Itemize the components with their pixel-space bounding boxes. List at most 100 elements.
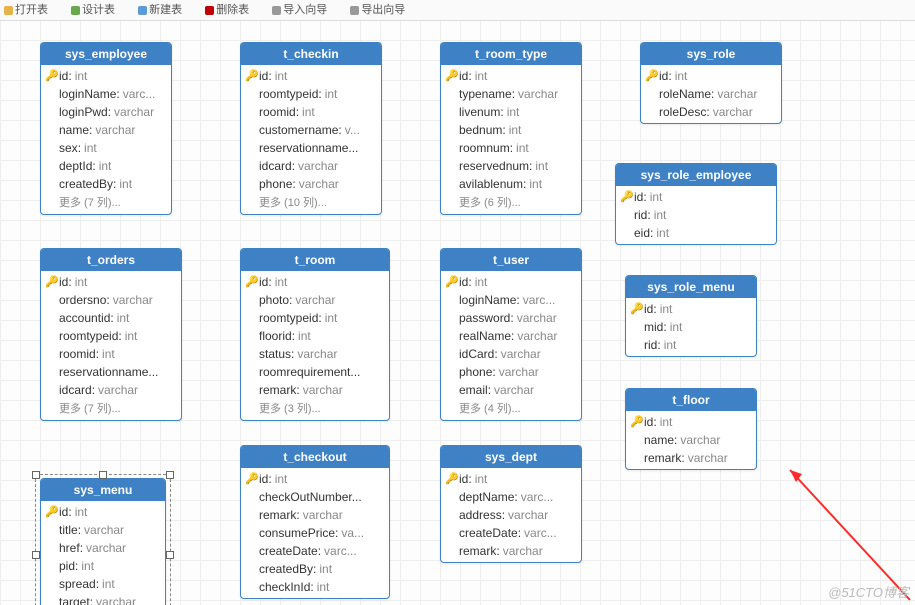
field-row[interactable]: status: varchar [241, 345, 389, 363]
field-row[interactable]: 🔑id: int [441, 67, 581, 85]
field-row[interactable]: email: varchar [441, 381, 581, 399]
table-sys_role_menu[interactable]: sys_role_menu🔑id: intmid: intrid: int [625, 275, 757, 357]
table-header[interactable]: sys_role_menu [626, 276, 756, 298]
table-sys_employee[interactable]: sys_employee 🔑id: intloginName: varc...lo… [40, 42, 172, 215]
field-row[interactable]: password: varchar [441, 309, 581, 327]
field-row[interactable]: 🔑id: int [641, 67, 781, 85]
field-row[interactable]: phone: varchar [441, 363, 581, 381]
field-row[interactable]: phone: varchar [241, 175, 381, 193]
more-fields[interactable]: 更多 (7 列)... [41, 399, 181, 418]
field-row[interactable]: 🔑id: int [241, 273, 389, 291]
field-row[interactable]: remark: varchar [441, 542, 581, 560]
table-t_room[interactable]: t_room🔑id: intphoto: varcharroomtypeid: … [240, 248, 390, 421]
field-row[interactable]: roomtypeid: int [41, 327, 181, 345]
table-t_user[interactable]: t_user🔑id: intloginName: varc...password… [440, 248, 582, 421]
table-header[interactable]: sys_employee [41, 43, 171, 65]
field-row[interactable]: loginPwd: varchar [41, 103, 171, 121]
more-fields[interactable]: 更多 (6 列)... [441, 193, 581, 212]
field-row[interactable]: reservednum: int [441, 157, 581, 175]
field-row[interactable]: ordersno: varchar [41, 291, 181, 309]
table-header[interactable]: t_floor [626, 389, 756, 411]
field-row[interactable]: remark: varchar [241, 381, 389, 399]
table-header[interactable]: t_room_type [441, 43, 581, 65]
field-row[interactable]: sex: int [41, 139, 171, 157]
field-row[interactable]: rid: int [616, 206, 776, 224]
field-row[interactable]: deptId: int [41, 157, 171, 175]
field-row[interactable]: 🔑id: int [626, 413, 756, 431]
more-fields[interactable]: 更多 (7 列)... [41, 193, 171, 212]
field-row[interactable]: roleName: varchar [641, 85, 781, 103]
field-row[interactable]: createdBy: int [41, 175, 171, 193]
field-row[interactable]: eid: int [616, 224, 776, 242]
field-row[interactable]: customername: v... [241, 121, 381, 139]
field-row[interactable]: roomid: int [241, 103, 381, 121]
table-t_orders[interactable]: t_orders🔑id: intordersno: varcharaccount… [40, 248, 182, 421]
field-row[interactable]: checkOutNumber... [241, 488, 389, 506]
field-row[interactable]: address: varchar [441, 506, 581, 524]
more-fields[interactable]: 更多 (10 列)... [241, 193, 381, 212]
toolbar-item[interactable]: 新建表 [149, 4, 182, 16]
field-row[interactable]: pid: int [41, 557, 165, 575]
table-header[interactable]: t_room [241, 249, 389, 271]
field-row[interactable]: livenum: int [441, 103, 581, 121]
field-row[interactable]: rid: int [626, 336, 756, 354]
field-row[interactable]: checkInId: int [241, 578, 389, 596]
more-fields[interactable]: 更多 (3 列)... [241, 399, 389, 418]
field-row[interactable]: consumePrice: va... [241, 524, 389, 542]
field-row[interactable]: target: varchar [41, 593, 165, 605]
toolbar-item[interactable]: 导出向导 [361, 4, 405, 16]
field-row[interactable]: roomrequirement... [241, 363, 389, 381]
field-row[interactable]: roleDesc: varchar [641, 103, 781, 121]
field-row[interactable]: avilablenum: int [441, 175, 581, 193]
field-row[interactable]: name: varchar [41, 121, 171, 139]
field-row[interactable]: spread: int [41, 575, 165, 593]
field-row[interactable]: bednum: int [441, 121, 581, 139]
field-row[interactable]: floorid: int [241, 327, 389, 345]
field-row[interactable]: typename: varchar [441, 85, 581, 103]
field-row[interactable]: roomnum: int [441, 139, 581, 157]
field-row[interactable]: 🔑id: int [241, 470, 389, 488]
field-row[interactable]: title: varchar [41, 521, 165, 539]
toolbar-item[interactable]: 删除表 [216, 4, 249, 16]
field-row[interactable]: 🔑id: int [616, 188, 776, 206]
field-row[interactable]: reservationname... [241, 139, 381, 157]
field-row[interactable]: 🔑id: int [441, 273, 581, 291]
field-row[interactable]: idcard: varchar [41, 381, 181, 399]
field-row[interactable]: href: varchar [41, 539, 165, 557]
more-fields[interactable]: 更多 (4 列)... [441, 399, 581, 418]
table-header[interactable]: sys_role [641, 43, 781, 65]
diagram-canvas[interactable]: 打开表 设计表 新建表 删除表 导入向导 导出向导 sys_employee 🔑i… [0, 0, 915, 605]
table-t_room_type[interactable]: t_room_type 🔑id: inttypename: varcharlive… [440, 42, 582, 215]
table-header[interactable]: sys_menu [41, 479, 165, 501]
field-row[interactable]: 🔑id: int [41, 273, 181, 291]
field-row[interactable]: 🔑id: int [41, 503, 165, 521]
table-sys_dept[interactable]: sys_dept🔑id: intdeptName: varc...address… [440, 445, 582, 563]
table-header[interactable]: t_checkin [241, 43, 381, 65]
table-sys_menu[interactable]: sys_menu 🔑id: inttitle: varcharhref: varc… [40, 478, 166, 605]
field-row[interactable]: realName: varchar [441, 327, 581, 345]
toolbar-item[interactable]: 导入向导 [283, 4, 327, 16]
field-row[interactable]: remark: varchar [626, 449, 756, 467]
field-row[interactable]: remark: varchar [241, 506, 389, 524]
table-header[interactable]: t_user [441, 249, 581, 271]
field-row[interactable]: photo: varchar [241, 291, 389, 309]
field-row[interactable]: createDate: varc... [241, 542, 389, 560]
field-row[interactable]: 🔑id: int [626, 300, 756, 318]
toolbar-item[interactable]: 打开表 [15, 4, 48, 16]
field-row[interactable]: createdBy: int [241, 560, 389, 578]
field-row[interactable]: roomid: int [41, 345, 181, 363]
field-row[interactable]: deptName: varc... [441, 488, 581, 506]
field-row[interactable]: loginName: varc... [41, 85, 171, 103]
field-row[interactable]: accountid: int [41, 309, 181, 327]
field-row[interactable]: 🔑id: int [41, 67, 171, 85]
field-row[interactable]: idcard: varchar [241, 157, 381, 175]
table-header[interactable]: sys_dept [441, 446, 581, 468]
table-t_checkout[interactable]: t_checkout 🔑id: intcheckOutNumber...remar… [240, 445, 390, 599]
table-sys_role_employee[interactable]: sys_role_employee🔑id: intrid: inteid: in… [615, 163, 777, 245]
field-row[interactable]: name: varchar [626, 431, 756, 449]
field-row[interactable]: reservationname... [41, 363, 181, 381]
table-header[interactable]: t_checkout [241, 446, 389, 468]
table-t_checkin[interactable]: t_checkin🔑id: introomtypeid: introomid: … [240, 42, 382, 215]
field-row[interactable]: createDate: varc... [441, 524, 581, 542]
toolbar-item[interactable]: 设计表 [82, 4, 115, 16]
